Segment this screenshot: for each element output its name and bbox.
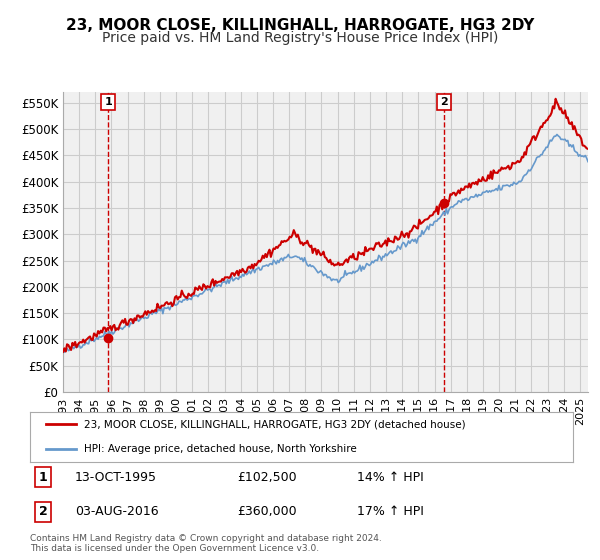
Text: 23, MOOR CLOSE, KILLINGHALL, HARROGATE, HG3 2DY: 23, MOOR CLOSE, KILLINGHALL, HARROGATE, … [66, 18, 534, 33]
Text: 17% ↑ HPI: 17% ↑ HPI [357, 505, 424, 519]
Text: 03-AUG-2016: 03-AUG-2016 [75, 505, 158, 519]
Text: 23, MOOR CLOSE, KILLINGHALL, HARROGATE, HG3 2DY (detached house): 23, MOOR CLOSE, KILLINGHALL, HARROGATE, … [85, 419, 466, 429]
Text: Contains HM Land Registry data © Crown copyright and database right 2024.
This d: Contains HM Land Registry data © Crown c… [30, 534, 382, 553]
Text: Price paid vs. HM Land Registry's House Price Index (HPI): Price paid vs. HM Land Registry's House … [102, 31, 498, 45]
Text: HPI: Average price, detached house, North Yorkshire: HPI: Average price, detached house, Nort… [85, 445, 357, 454]
Text: 2: 2 [39, 505, 47, 519]
Text: £360,000: £360,000 [237, 505, 296, 519]
Text: 1: 1 [39, 470, 47, 484]
Text: £102,500: £102,500 [237, 470, 296, 484]
Text: 1: 1 [104, 97, 112, 107]
Text: 13-OCT-1995: 13-OCT-1995 [75, 470, 157, 484]
Text: 2: 2 [440, 97, 448, 107]
Text: 14% ↑ HPI: 14% ↑ HPI [357, 470, 424, 484]
